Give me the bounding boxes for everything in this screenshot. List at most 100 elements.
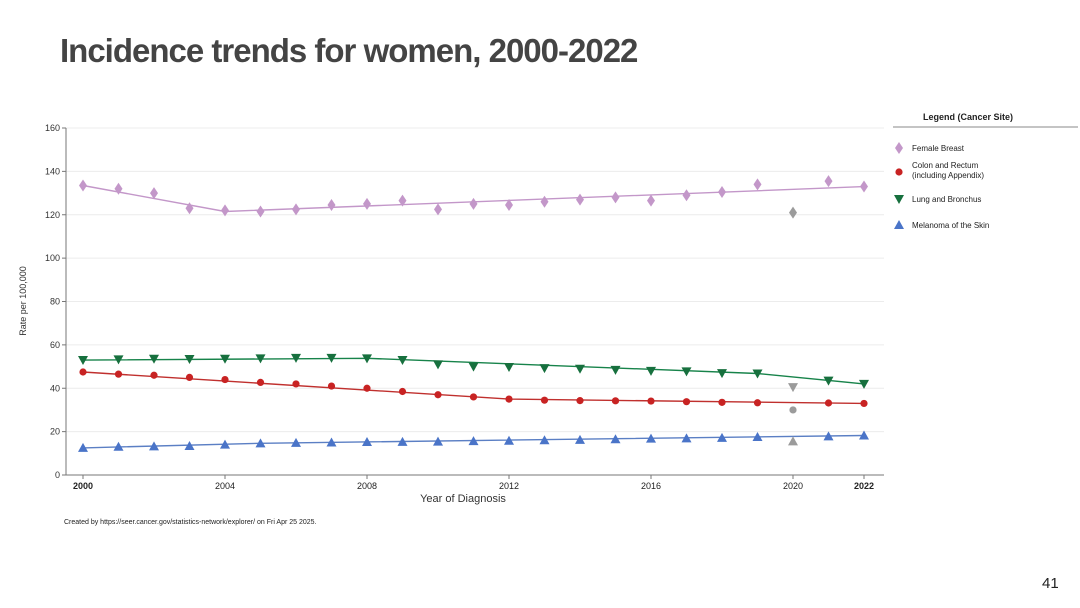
melanoma-of-the-skin-point bbox=[433, 436, 443, 446]
female-breast-point bbox=[540, 195, 549, 208]
female-breast-point bbox=[185, 202, 194, 215]
colon-and-rectum-including-appendix-point bbox=[150, 371, 158, 379]
female-breast-point bbox=[256, 205, 265, 218]
melanoma-of-the-skin-point bbox=[78, 442, 88, 452]
melanoma-of-the-skin-point bbox=[646, 433, 656, 443]
lung-and-bronchus-point bbox=[468, 362, 479, 372]
female-breast-point bbox=[824, 175, 833, 188]
lung-and-bronchus-point bbox=[397, 356, 408, 366]
female-breast-point bbox=[860, 180, 868, 193]
lung-and-bronchus-point bbox=[78, 356, 88, 366]
lung-and-bronchus-point bbox=[504, 362, 514, 372]
colon-and-rectum-including-appendix-point bbox=[221, 375, 229, 384]
y-tick-label: 140 bbox=[45, 166, 60, 176]
colon-and-rectum-including-appendix-point bbox=[611, 397, 620, 405]
female-breast-point bbox=[363, 197, 371, 210]
melanoma-of-the-skin-point bbox=[362, 437, 372, 447]
x-tick-label: 2016 bbox=[641, 481, 661, 491]
melanoma-of-the-skin-point bbox=[468, 436, 479, 446]
melanoma-of-the-skin-point bbox=[859, 430, 869, 440]
lung-and-bronchus-point bbox=[149, 354, 159, 364]
colon-and-rectum-including-appendix-point bbox=[114, 370, 123, 378]
y-tick-label: 160 bbox=[45, 123, 60, 133]
colon-and-rectum-including-appendix-point bbox=[363, 384, 371, 392]
x-tick-label: 2000 bbox=[73, 481, 93, 491]
melanoma-of-the-skin-point bbox=[681, 433, 692, 443]
lung-and-bronchus-point bbox=[859, 379, 869, 389]
colon-and-rectum-including-appendix-point bbox=[79, 368, 87, 376]
x-tick-label: 2022 bbox=[854, 481, 874, 491]
legend-melanoma-of-the-skin-label: Melanoma of the Skin bbox=[912, 221, 989, 230]
lung-and-bronchus-point bbox=[681, 367, 692, 377]
colon-and-rectum-including-appendix-point bbox=[292, 380, 300, 388]
legend-female-breast-label: Female Breast bbox=[912, 144, 965, 153]
melanoma-of-the-skin-point bbox=[610, 434, 621, 444]
colon-and-rectum-including-appendix-point bbox=[753, 399, 762, 407]
legend-lung-and-bronchus-marker bbox=[894, 195, 904, 204]
lung-and-bronchus-point bbox=[610, 365, 621, 375]
female-breast-point bbox=[221, 204, 229, 217]
female-breast-point bbox=[398, 194, 407, 207]
lung-and-bronchus-point bbox=[752, 369, 763, 379]
female-breast-point bbox=[114, 182, 123, 195]
female-breast-point bbox=[327, 198, 336, 211]
colon-and-rectum-including-appendix-point bbox=[718, 398, 726, 406]
lung-and-bronchus-point bbox=[717, 369, 727, 379]
colon-and-rectum-including-appendix-point bbox=[185, 373, 194, 382]
melanoma-of-the-skin-point bbox=[575, 434, 585, 444]
lung-and-bronchus-point bbox=[220, 354, 230, 364]
female-breast-point bbox=[753, 178, 762, 191]
female-breast-point bbox=[292, 203, 300, 216]
y-tick-label: 20 bbox=[50, 427, 60, 437]
female-breast-point bbox=[682, 189, 691, 202]
melanoma-of-the-skin-point bbox=[220, 439, 230, 449]
female-breast-point bbox=[79, 179, 87, 192]
lung-and-bronchus-point bbox=[326, 353, 337, 363]
melanoma-of-the-skin-point bbox=[326, 437, 337, 447]
female-breast-point bbox=[576, 193, 584, 206]
melanoma-of-the-skin-point bbox=[255, 438, 266, 448]
colon-and-rectum-including-appendix-point bbox=[824, 399, 833, 407]
y-axis-title: Rate per 100,000 bbox=[18, 266, 28, 336]
melanoma-of-the-skin-point bbox=[113, 441, 124, 451]
female-breast-point bbox=[647, 194, 655, 207]
melanoma-of-the-skin-point bbox=[717, 432, 727, 442]
legend-melanoma-of-the-skin-marker bbox=[894, 220, 904, 229]
lung-and-bronchus-point bbox=[255, 354, 266, 364]
colon-and-rectum-including-appendix-point bbox=[505, 395, 513, 403]
colon-and-rectum-including-appendix-point bbox=[327, 382, 336, 390]
melanoma-of-the-skin-point bbox=[752, 432, 763, 442]
melanoma-of-the-skin-point bbox=[539, 435, 550, 445]
y-tick-label: 0 bbox=[55, 470, 60, 480]
female-breast-point bbox=[150, 187, 158, 200]
lung-and-bronchus-point bbox=[575, 364, 585, 374]
melanoma-of-the-skin-point bbox=[291, 437, 301, 447]
x-tick-label: 2012 bbox=[499, 481, 519, 491]
colon-and-rectum-including-appendix-point bbox=[647, 397, 655, 405]
slide-title: Incidence trends for women, 2000-2022 bbox=[60, 32, 638, 69]
legend-lung-and-bronchus-label: Lung and Bronchus bbox=[912, 195, 981, 204]
female-breast-point bbox=[434, 203, 442, 216]
female-breast-point bbox=[611, 191, 620, 204]
trend-lines bbox=[82, 184, 865, 449]
female-breast-point bbox=[718, 185, 726, 198]
x-axis-title: Year of Diagnosis bbox=[420, 493, 506, 505]
female-breast-point bbox=[789, 206, 797, 219]
page-number: 41 bbox=[1042, 575, 1059, 592]
melanoma-of-the-skin-point bbox=[184, 440, 195, 450]
colon-and-rectum-including-appendix-point bbox=[434, 391, 442, 399]
colon-and-rectum-including-appendix-point bbox=[469, 393, 478, 401]
colon-and-rectum-including-appendix-point bbox=[398, 387, 407, 396]
colon-and-rectum-including-appendix-point bbox=[540, 396, 549, 404]
grid-lines bbox=[66, 127, 884, 433]
lung-and-bronchus-point bbox=[788, 383, 798, 393]
x-tick-label: 2008 bbox=[357, 481, 377, 491]
axes: 0 20 40 60 80 100 120 140 160 2000 2004 2008 2012 201… bbox=[45, 123, 884, 491]
lung-and-bronchus-point bbox=[113, 355, 124, 365]
female-breast-point bbox=[505, 198, 513, 211]
y-tick-label: 80 bbox=[50, 297, 60, 307]
legend-title: Legend (Cancer Site) bbox=[923, 112, 1013, 122]
legend: Legend (Cancer Site) Female Breast Colon a… bbox=[893, 112, 1078, 230]
lung-and-bronchus-point bbox=[823, 376, 834, 386]
